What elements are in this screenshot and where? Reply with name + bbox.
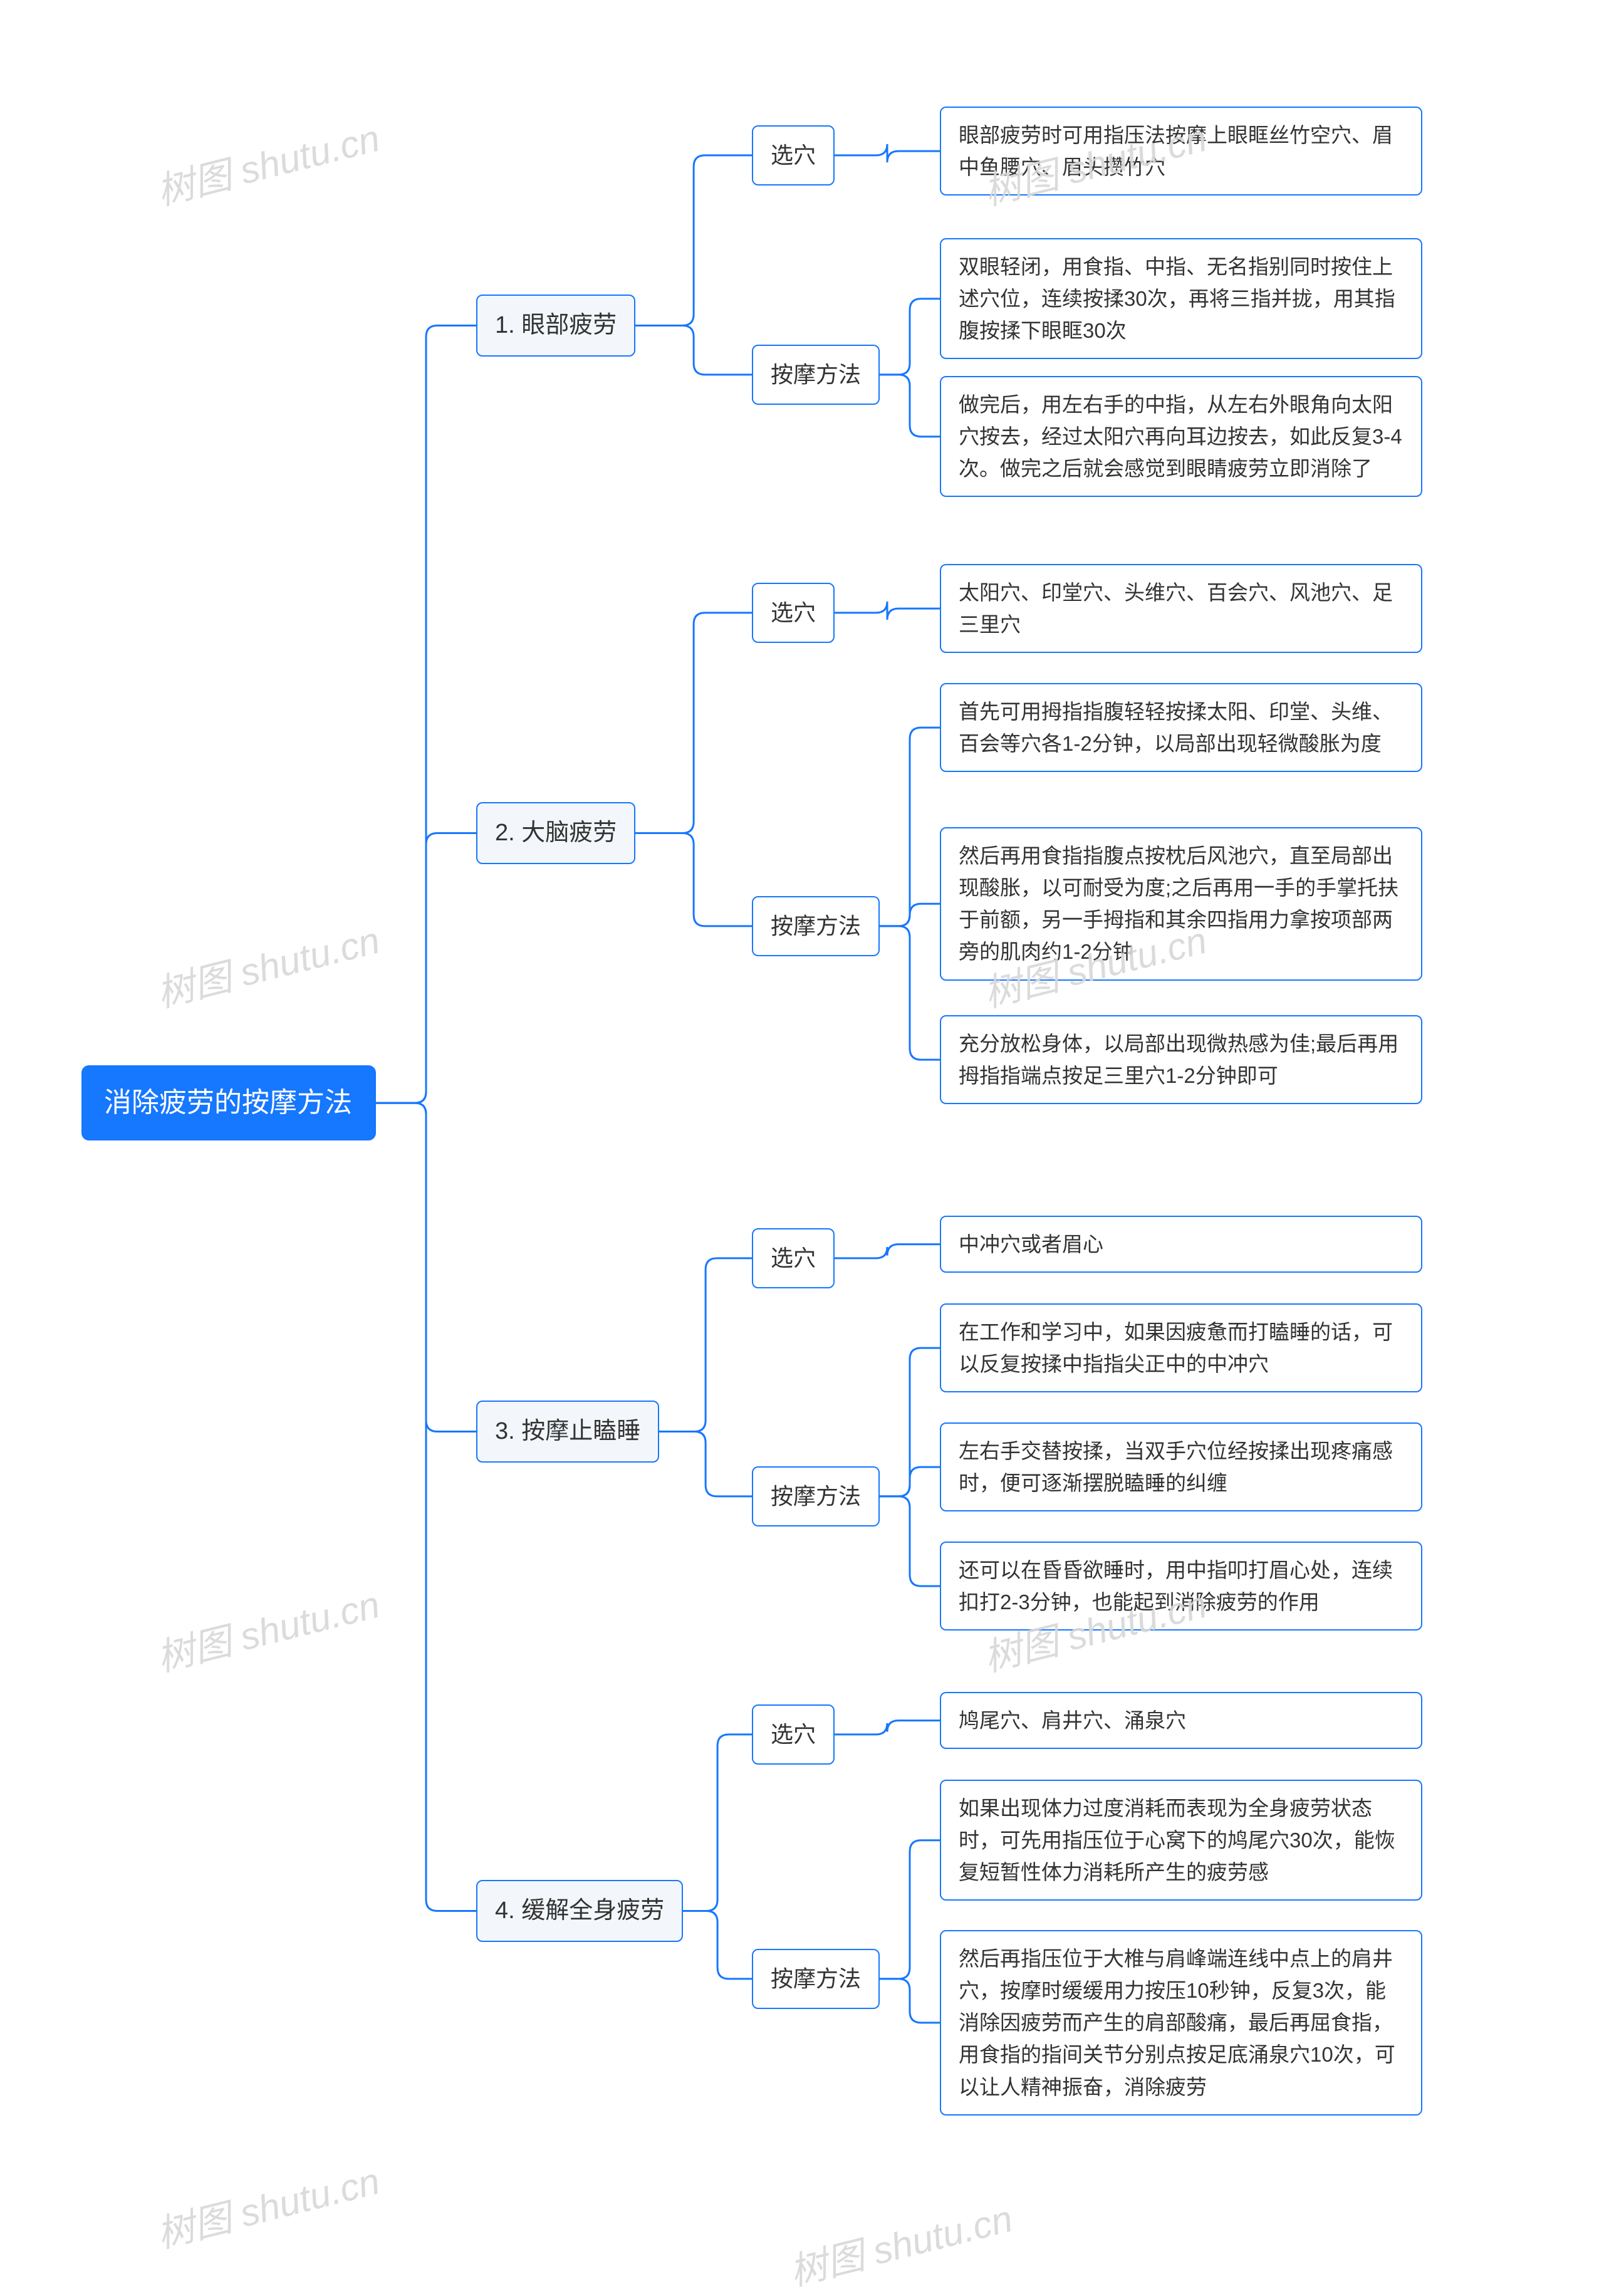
- leaf-3-1-1: 中冲穴或者眉心: [940, 1216, 1422, 1273]
- watermark: 树图 shutu.cn: [150, 2151, 385, 2258]
- branch-4: 4. 缓解全身疲劳: [476, 1880, 683, 1942]
- branch-2: 2. 大脑疲劳: [476, 802, 635, 864]
- leaf-1-2-2: 做完后，用左右手的中指，从左右外眼角向太阳穴按去，经过太阳穴再向耳边按去，如此反…: [940, 376, 1422, 497]
- sub-3-1: 选穴: [752, 1228, 835, 1288]
- branch-1: 1. 眼部疲劳: [476, 295, 635, 357]
- sub-3-2: 按摩方法: [752, 1466, 880, 1526]
- sub-2-2: 按摩方法: [752, 896, 880, 956]
- leaf-3-2-2: 左右手交替按揉，当双手穴位经按揉出现疼痛感时，便可逐渐摆脱瞌睡的纠缠: [940, 1422, 1422, 1511]
- leaf-2-1-1: 太阳穴、印堂穴、头维穴、百会穴、风池穴、足三里穴: [940, 564, 1422, 653]
- watermark: 树图 shutu.cn: [150, 910, 385, 1018]
- sub-1-2: 按摩方法: [752, 345, 880, 405]
- leaf-2-2-3: 充分放松身体，以局部出现微热感为佳;最后再用拇指指端点按足三里穴1-2分钟即可: [940, 1015, 1422, 1104]
- leaf-1-2-1: 双眼轻闭，用食指、中指、无名指别同时按住上述穴位，连续按揉30次，再将三指并拢，…: [940, 238, 1422, 359]
- sub-2-1: 选穴: [752, 583, 835, 643]
- leaf-4-2-2: 然后再指压位于大椎与肩峰端连线中点上的肩井穴，按摩时缓缓用力按压10秒钟，反复3…: [940, 1930, 1422, 2116]
- leaf-3-2-1: 在工作和学习中，如果因疲惫而打瞌睡的话，可以反复按揉中指指尖正中的中冲穴: [940, 1303, 1422, 1392]
- branch-3: 3. 按摩止瞌睡: [476, 1401, 659, 1463]
- sub-4-2: 按摩方法: [752, 1949, 880, 2009]
- sub-4-1: 选穴: [752, 1704, 835, 1765]
- sub-1-1: 选穴: [752, 125, 835, 185]
- watermark: 树图 shutu.cn: [150, 108, 385, 216]
- root-node: 消除疲劳的按摩方法: [81, 1065, 376, 1140]
- watermark: 树图 shutu.cn: [150, 1574, 385, 1682]
- leaf-2-2-1: 首先可用拇指指腹轻轻按揉太阳、印堂、头维、百会等穴各1-2分钟，以局部出现轻微酸…: [940, 683, 1422, 772]
- leaf-4-1-1: 鸠尾穴、肩井穴、涌泉穴: [940, 1692, 1422, 1749]
- leaf-4-2-1: 如果出现体力过度消耗而表现为全身疲劳状态时，可先用指压位于心窝下的鸠尾穴30次，…: [940, 1780, 1422, 1901]
- watermark: 树图 shutu.cn: [783, 2188, 1018, 2296]
